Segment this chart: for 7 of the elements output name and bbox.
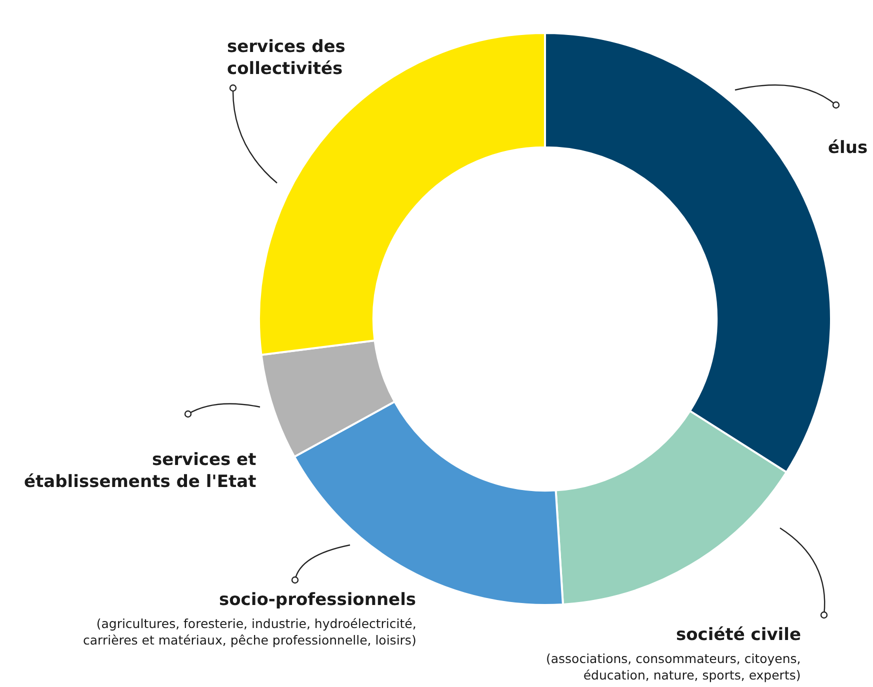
text: (agricultures, foresterie, industrie, hydroélectricité, carrières et matériaux, pêche professionnelle, loisirs) [83,616,416,648]
slice-label: services et établissements de l'Etat [24,450,256,492]
slice-label: services des collectivités [227,37,346,80]
slice-label: élus [828,138,868,158]
slice-label: socio-professionnels [219,590,416,610]
text: (associations, consommateurs, citoyens, éducation, nature, sports, experts) [546,651,801,682]
slice-label: société civile [676,625,801,645]
